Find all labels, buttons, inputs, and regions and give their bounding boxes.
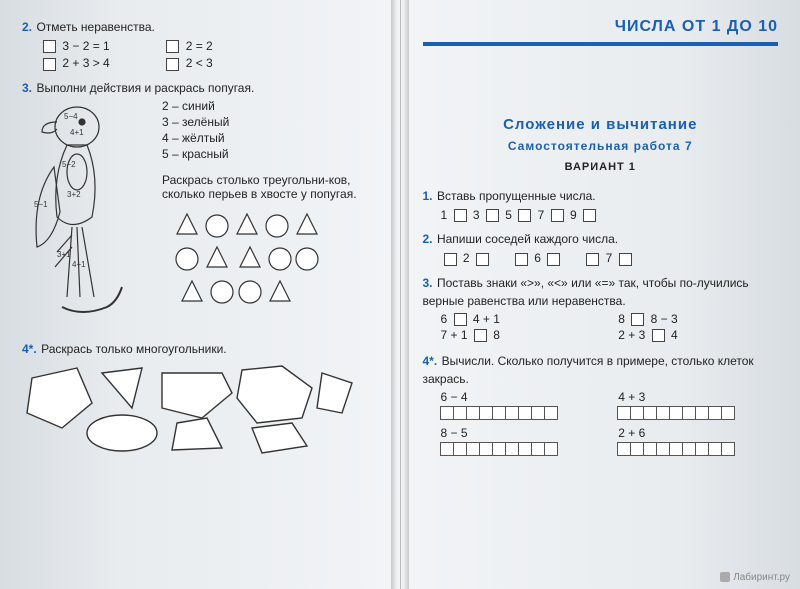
r-task-3-num: 3. bbox=[423, 276, 433, 290]
ineq-3: 2 + 3 > 4 bbox=[62, 56, 109, 70]
watermark: Лабиринт.ру bbox=[720, 572, 790, 583]
grid-1-1[interactable] bbox=[618, 442, 778, 456]
r-task-3: 3. Поставь знаки «>», «<» или «=» так, ч… bbox=[423, 274, 779, 345]
r-task-4: 4*. Вычисли. Сколько получится в примере… bbox=[423, 352, 779, 462]
left-page: 2. Отметь неравенства. 3 − 2 = 1 2 = 2 2… bbox=[0, 0, 401, 589]
legend-3-c: красный bbox=[182, 147, 229, 161]
svg-text:3+1: 3+1 bbox=[57, 250, 71, 259]
task-3-text: Выполни действия и раскрась попугая. bbox=[36, 81, 254, 95]
checkbox[interactable] bbox=[166, 40, 179, 53]
subsection-title: Самостоятельная работа 7 bbox=[423, 139, 779, 153]
seq-8: 9 bbox=[570, 208, 577, 222]
r-task-1-seq: 1 3 5 7 9 bbox=[441, 208, 779, 222]
svg-text:5−2: 5−2 bbox=[62, 160, 76, 169]
seq-box[interactable] bbox=[486, 209, 499, 222]
neighbor-box[interactable] bbox=[547, 253, 560, 266]
neighbor-2: 7 bbox=[606, 251, 613, 265]
section-title: Сложение и вычитание bbox=[423, 116, 779, 133]
r-task-4-text: Вычисли. Сколько получится в примере, ст… bbox=[423, 354, 754, 386]
parrot-block: 5−4 4+1 5−2 3+2 5−1 4+1 3+1 2 – синий 3 … bbox=[22, 97, 378, 332]
ineq-4: 2 < 3 bbox=[186, 56, 213, 70]
r-task-3-rows: 6 4 + 1 7 + 1 8 8 8 − 3 2 + 3 4 bbox=[423, 310, 779, 345]
neighbor-0: 2 bbox=[463, 251, 470, 265]
r-task-1: 1. Вставь пропущенные числа. 1 3 5 7 9 bbox=[423, 187, 779, 222]
task-4: 4*. Раскрась только многоугольники. bbox=[22, 340, 378, 463]
seq-box[interactable] bbox=[583, 209, 596, 222]
seq-0: 1 bbox=[441, 208, 448, 222]
parrot-info: 2 – синий 3 – зелёный 4 – жёлтый 5 – кра… bbox=[162, 97, 378, 332]
r-task-4-num: 4*. bbox=[423, 354, 438, 368]
r-task-4-rows: 6 − 4 8 − 5 4 + 3 2 + 6 bbox=[423, 388, 779, 462]
shapes-to-color bbox=[162, 209, 378, 322]
grid-0-0[interactable] bbox=[441, 406, 601, 420]
r-task-2: 2. Напиши соседей каждого числа. 2 6 7 bbox=[423, 230, 779, 265]
seq-box[interactable] bbox=[518, 209, 531, 222]
task-2-num: 2. bbox=[22, 20, 32, 34]
seq-4: 5 bbox=[505, 208, 512, 222]
seq-2: 3 bbox=[473, 208, 480, 222]
svg-text:5−4: 5−4 bbox=[64, 112, 78, 121]
calc-0-1: 4 + 3 bbox=[618, 390, 778, 404]
checkbox[interactable] bbox=[166, 58, 179, 71]
sign-box[interactable] bbox=[631, 313, 644, 326]
task-2-row-1: 3 − 2 = 1 2 = 2 bbox=[40, 39, 378, 53]
legend-1-n: 3 bbox=[162, 115, 169, 129]
seq-6: 7 bbox=[538, 208, 545, 222]
neighbor-box[interactable] bbox=[476, 253, 489, 266]
checkbox[interactable] bbox=[43, 40, 56, 53]
legend-0-n: 2 bbox=[162, 99, 169, 113]
r-task-3-text: Поставь знаки «>», «<» или «=» так, чтоб… bbox=[423, 276, 749, 308]
polygons-drawing bbox=[22, 358, 378, 463]
svg-text:5−1: 5−1 bbox=[34, 200, 48, 209]
parrot-instruction: Раскрась столько треугольни-ков, сколько… bbox=[162, 173, 378, 201]
task-2-text: Отметь неравенства. bbox=[36, 20, 154, 34]
task-2: 2. Отметь неравенства. 3 − 2 = 1 2 = 2 2… bbox=[22, 18, 378, 71]
calc-1-0: 8 − 5 bbox=[441, 426, 601, 440]
task-2-row-2: 2 + 3 > 4 2 < 3 bbox=[40, 56, 378, 70]
watermark-text: Лабиринт.ру bbox=[733, 572, 790, 583]
r-task-2-row: 2 6 7 bbox=[441, 251, 779, 265]
header-title: ЧИСЛА ОТ 1 ДО 10 bbox=[423, 18, 779, 36]
variant-label: ВАРИАНТ 1 bbox=[423, 161, 779, 173]
ineq-1: 3 − 2 = 1 bbox=[62, 39, 109, 53]
task-4-num: 4*. bbox=[22, 342, 37, 356]
parrot-drawing: 5−4 4+1 5−2 3+2 5−1 4+1 3+1 bbox=[22, 97, 152, 332]
legend-0-c: синий bbox=[182, 99, 215, 113]
svg-text:4+1: 4+1 bbox=[70, 128, 84, 137]
sign-box[interactable] bbox=[652, 329, 665, 342]
seq-box[interactable] bbox=[551, 209, 564, 222]
r-task-2-num: 2. bbox=[423, 232, 433, 246]
grid-1-0[interactable] bbox=[441, 442, 601, 456]
sign-box[interactable] bbox=[474, 329, 487, 342]
legend-2-n: 4 bbox=[162, 131, 169, 145]
calc-1-1: 2 + 6 bbox=[618, 426, 778, 440]
ineq-2: 2 = 2 bbox=[186, 39, 213, 53]
task-3: 3. Выполни действия и раскрась попугая. bbox=[22, 79, 378, 332]
sign-box[interactable] bbox=[454, 313, 467, 326]
r-task-1-num: 1. bbox=[423, 189, 433, 203]
watermark-logo-icon bbox=[720, 572, 730, 582]
neighbor-1: 6 bbox=[534, 251, 541, 265]
neighbor-box[interactable] bbox=[515, 253, 528, 266]
calc-0-0: 6 − 4 bbox=[441, 390, 601, 404]
task-3-num: 3. bbox=[22, 81, 32, 95]
svg-text:4+1: 4+1 bbox=[72, 260, 86, 269]
header-rule bbox=[423, 42, 779, 46]
right-page: ЧИСЛА ОТ 1 ДО 10 Сложение и вычитание Са… bbox=[401, 0, 800, 589]
r-task-2-text: Напиши соседей каждого числа. bbox=[437, 232, 618, 246]
legend-2-c: жёлтый bbox=[182, 131, 225, 145]
legend-3-n: 5 bbox=[162, 147, 169, 161]
checkbox[interactable] bbox=[43, 58, 56, 71]
seq-box[interactable] bbox=[454, 209, 467, 222]
neighbor-box[interactable] bbox=[444, 253, 457, 266]
legend-1-c: зелёный bbox=[182, 115, 229, 129]
r-task-1-text: Вставь пропущенные числа. bbox=[437, 189, 596, 203]
task-4-text: Раскрась только многоугольники. bbox=[41, 342, 226, 356]
svg-text:3+2: 3+2 bbox=[67, 190, 81, 199]
neighbor-box[interactable] bbox=[586, 253, 599, 266]
neighbor-box[interactable] bbox=[619, 253, 632, 266]
grid-0-1[interactable] bbox=[618, 406, 778, 420]
